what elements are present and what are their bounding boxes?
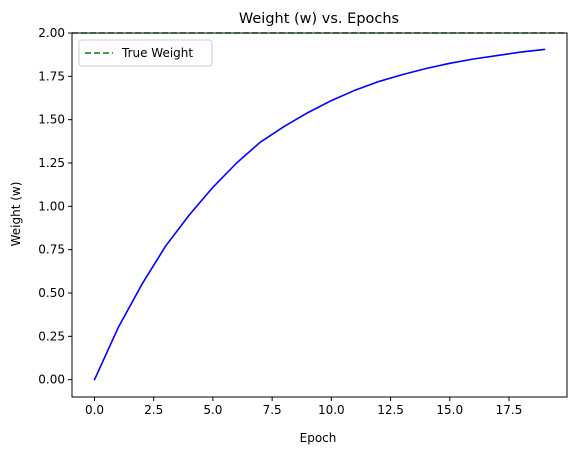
x-tick-label: 15.0 xyxy=(436,403,463,417)
y-tick-label: 0.00 xyxy=(38,373,65,387)
y-tick-label: 1.00 xyxy=(38,199,65,213)
y-tick-label: 0.50 xyxy=(38,286,65,300)
y-axis-label: Weight (w) xyxy=(9,182,23,247)
series-line xyxy=(93,48,546,381)
y-tick-label: 0.75 xyxy=(38,243,65,257)
plot-area: 0.0 2.5 5.0 7.5 10.0 12.5 15.0 17.5 0.00 0.25 0.50… xyxy=(38,26,568,417)
legend-label: True Weight xyxy=(121,46,193,60)
x-tick-label: 12.5 xyxy=(377,403,404,417)
y-tick-label: 1.50 xyxy=(38,113,65,127)
x-tick-label: 10.0 xyxy=(318,403,345,417)
x-axis-label: Epoch xyxy=(300,431,337,445)
x-tick-label: 17.5 xyxy=(496,403,523,417)
y-tick-label: 0.25 xyxy=(38,329,65,343)
x-tick-label: 7.5 xyxy=(263,403,282,417)
y-tick-label: 2.00 xyxy=(38,26,65,40)
legend: True Weight xyxy=(78,39,213,67)
x-tick-label: 0.0 xyxy=(85,403,104,417)
y-tick-label: 1.25 xyxy=(38,156,65,170)
axes-frame xyxy=(71,32,568,398)
chart-title: Weight (w) vs. Epochs xyxy=(239,11,399,27)
x-tick-label: 2.5 xyxy=(144,403,163,417)
y-tick-label: 1.75 xyxy=(38,69,65,83)
legend-box xyxy=(78,39,213,67)
x-tick-label: 5.0 xyxy=(203,403,222,417)
